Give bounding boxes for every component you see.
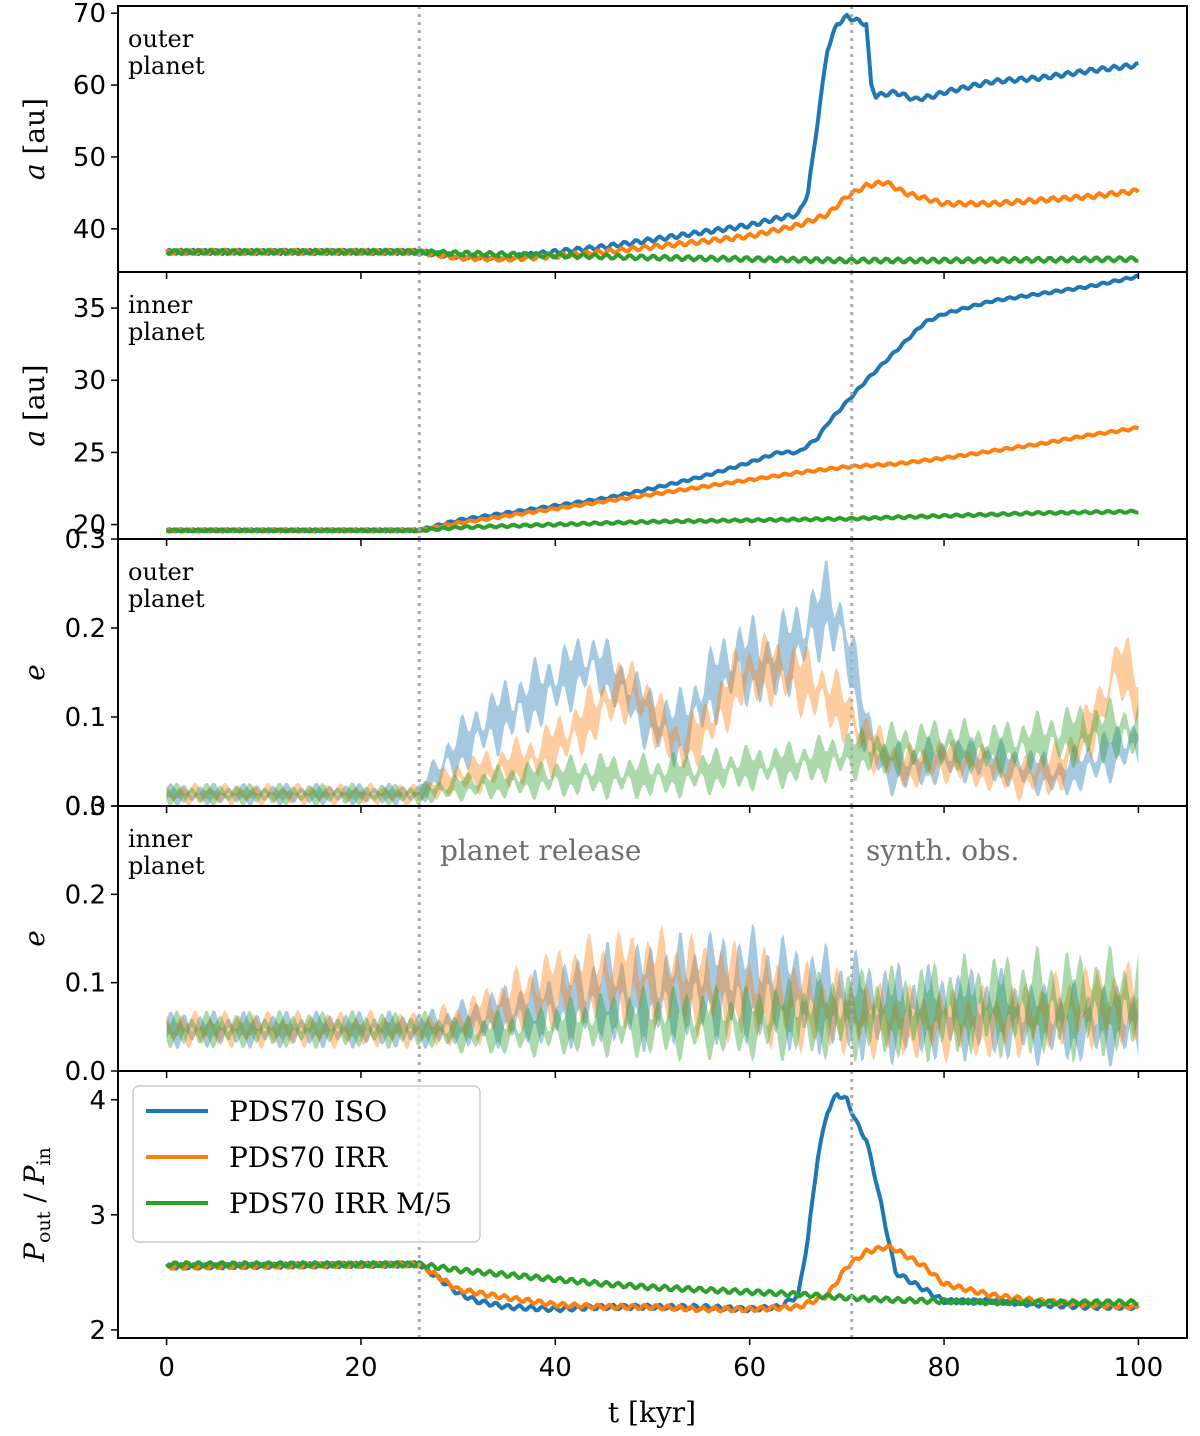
y-tick-label: 40 (73, 215, 106, 245)
x-axis-label: t [kyr] (608, 1396, 696, 1429)
y-tick-label: 0.3 (65, 792, 106, 822)
panel-frame (117, 271, 1188, 540)
panel-annotation: planet (128, 852, 205, 880)
panel-frame (117, 1070, 1188, 1339)
panel-a_outer (165, 6, 1140, 272)
x-tick-label: 0 (158, 1353, 175, 1383)
panel-annotation: planet (128, 52, 205, 80)
y-tick-label: 0.0 (65, 792, 106, 822)
y-tick-label: 20 (73, 511, 106, 541)
panel-annotation: inner (128, 291, 193, 319)
synth-obs-label: synth. obs. (866, 834, 1019, 867)
y-axis-label: e (18, 930, 51, 947)
panel-annotation: planet (128, 585, 205, 613)
y-tick-label: 4 (89, 1086, 106, 1116)
plot-area-p_ratio (165, 1092, 1140, 1314)
panel-a_inner (165, 272, 1140, 539)
x-tick-label: 40 (539, 1353, 572, 1383)
series-band-irr (166, 925, 1139, 1064)
plot-area-a_outer (165, 12, 1140, 265)
planet-release-label: planet release (440, 834, 641, 867)
plot-area-a_inner (165, 273, 1140, 534)
panel-annotation: outer (128, 558, 194, 586)
series-line-m5 (165, 247, 1139, 265)
legend: PDS70 ISO PDS70 IRR PDS70 IRR M/5 (132, 1085, 481, 1243)
y-tick-label: 25 (73, 438, 106, 468)
y-tick-label: 0.0 (65, 1057, 106, 1087)
x-tick-label: 20 (344, 1353, 377, 1383)
x-tick-label: 80 (927, 1353, 960, 1383)
series-line-iso (165, 12, 1139, 262)
series-band-iso (166, 923, 1139, 1067)
y-axis-label: Pout / Pin (18, 1147, 55, 1263)
y-tick-label: 0.1 (65, 703, 106, 733)
y-tick-label: 35 (73, 294, 106, 324)
panel-e_inner (166, 806, 1139, 1071)
series-band-irr (166, 630, 1139, 806)
y-tick-label: 0.3 (65, 525, 106, 555)
y-axis-label: e (18, 664, 51, 681)
y-axis-label: a [au] (18, 364, 51, 446)
series-line-irr (165, 179, 1140, 263)
series-line-m5 (165, 1260, 1139, 1307)
x-tick-label: 60 (733, 1353, 766, 1383)
panel-p_ratio (165, 1071, 1140, 1338)
series-line-m5 (165, 508, 1139, 534)
plot-area-e_outer (166, 560, 1139, 806)
y-tick-label: 60 (73, 71, 106, 101)
y-tick-label: 0.2 (65, 880, 106, 910)
legend-label-irr: PDS70 IRR (229, 1141, 388, 1174)
y-tick-label: 50 (73, 143, 106, 173)
x-tick-label: 100 (1114, 1353, 1164, 1383)
y-tick-label: 3 (89, 1201, 106, 1231)
y-tick-label: 0.2 (65, 614, 106, 644)
panel-annotation: inner (128, 825, 193, 853)
legend-box (132, 1085, 481, 1243)
legend-label-m5: PDS70 IRR M/5 (229, 1187, 452, 1220)
series-band-m5 (166, 696, 1139, 806)
y-tick-label: 0.1 (65, 969, 106, 999)
series-band-iso (166, 560, 1139, 806)
panel-e_outer (166, 539, 1139, 806)
legend-label-iso: PDS70 ISO (229, 1095, 387, 1128)
y-tick-label: 2 (89, 1316, 106, 1346)
panel-frame (117, 5, 1188, 273)
series-band-m5 (166, 944, 1139, 1064)
y-tick-label: 70 (73, 0, 106, 29)
y-axis-label: a [au] (18, 98, 51, 180)
plot-area-e_inner (166, 923, 1139, 1067)
panel-annotation: outer (128, 25, 194, 53)
y-tick-label: 30 (73, 366, 106, 396)
series-line-irr (165, 425, 1140, 534)
panel-annotation: planet (128, 318, 205, 346)
data-layer (165, 6, 1140, 1338)
